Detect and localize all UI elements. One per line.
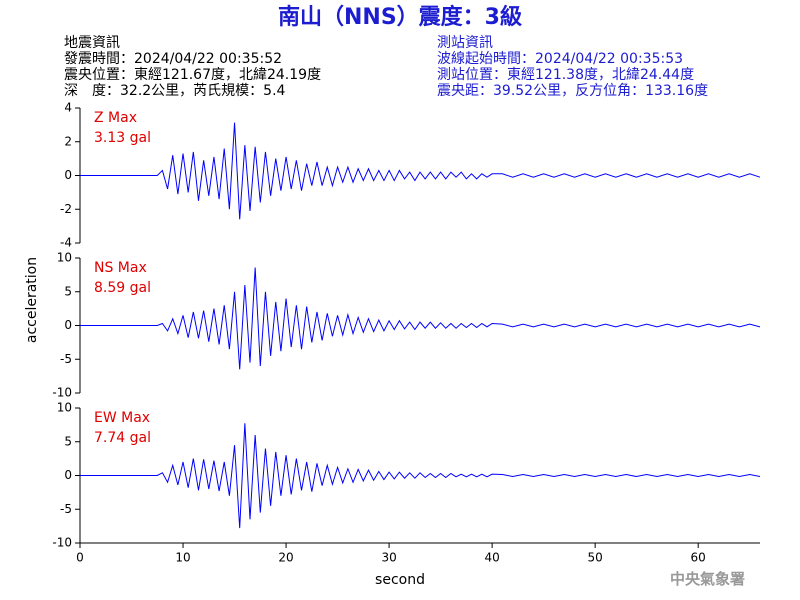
annotation: EW Max xyxy=(94,410,150,426)
waveform xyxy=(80,122,761,220)
y-axis-label: acceleration xyxy=(24,257,40,343)
y-tick-label: -4 xyxy=(60,236,72,250)
event-info: 發震時間：2024/04/22 00:35:52 xyxy=(64,51,282,67)
event-info: 深 度：32.2公里，芮氏規模：5.4 xyxy=(64,82,286,99)
event-info: 地震資訊 xyxy=(64,35,120,51)
y-tick-label: 4 xyxy=(64,101,72,115)
annotation: NS Max xyxy=(94,260,147,276)
y-tick-label: 5 xyxy=(64,284,72,298)
waveform xyxy=(80,267,761,370)
x-tick-label: 10 xyxy=(175,551,190,565)
y-tick-label: 2 xyxy=(64,134,72,148)
y-tick-label: -5 xyxy=(60,352,72,366)
y-tick-label: -10 xyxy=(52,386,72,400)
x-tick-label: 40 xyxy=(484,551,499,565)
x-tick-label: 60 xyxy=(691,551,706,565)
annotation: 8.59 gal xyxy=(94,280,151,296)
y-tick-label: 10 xyxy=(57,401,72,415)
y-tick-label: 0 xyxy=(64,318,72,332)
station-info: 測站位置：東經121.38度，北緯24.44度 xyxy=(437,67,694,83)
y-tick-label: 0 xyxy=(64,168,72,182)
x-tick-label: 30 xyxy=(381,551,396,565)
y-tick-label: 0 xyxy=(64,468,72,482)
y-tick-label: 10 xyxy=(57,251,72,265)
station-info: 震央距：39.52公里，反方位角：133.16度 xyxy=(437,83,708,99)
y-tick-label: -5 xyxy=(60,502,72,516)
footer: 中央氣象署 xyxy=(670,570,745,588)
chart-title: 南山（NNS）震度：3級 xyxy=(278,4,522,30)
annotation: 3.13 gal xyxy=(94,130,151,146)
waveform xyxy=(80,423,761,529)
annotation: Z Max xyxy=(94,110,137,126)
y-tick-label: -2 xyxy=(60,202,72,216)
annotation: 7.74 gal xyxy=(94,430,151,446)
station-info: 測站資訊 xyxy=(437,35,493,51)
event-info: 震央位置：東經121.67度，北緯24.19度 xyxy=(64,67,321,83)
x-tick-label: 20 xyxy=(278,551,293,565)
station-info: 波線起始時間：2024/04/22 00:35:53 xyxy=(437,51,683,67)
y-tick-label: 5 xyxy=(64,434,72,448)
x-tick-label: 0 xyxy=(76,551,84,565)
x-tick-label: 50 xyxy=(588,551,603,565)
y-tick-label: -10 xyxy=(52,536,72,550)
x-axis-label: second xyxy=(375,572,425,588)
